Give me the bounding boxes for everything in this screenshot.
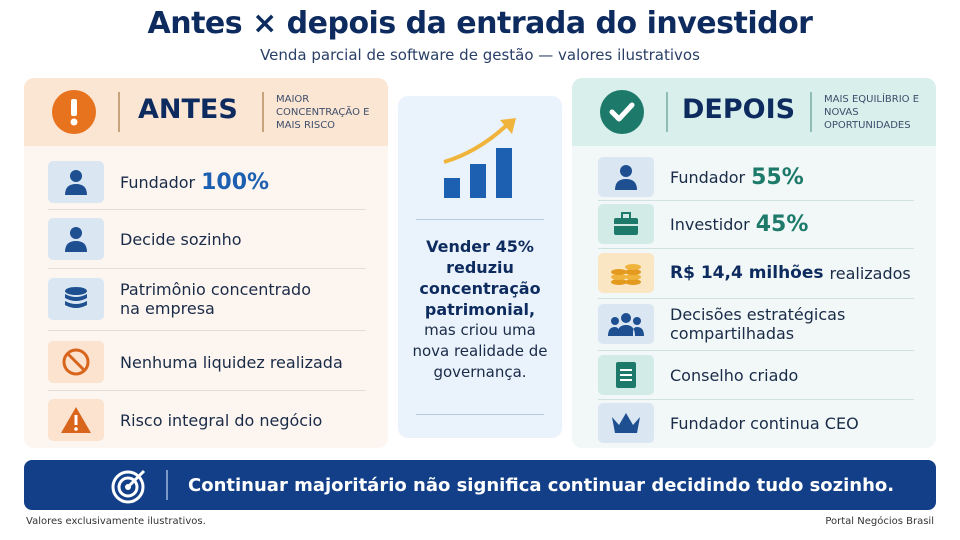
title: Antes × depois da entrada do investidor [147,6,813,41]
item-text: Decisões estratégicas compartilhadas [670,305,846,343]
item-highlight: 100% [201,169,270,195]
before-row: Fundador 100% [48,160,368,204]
after-note: Mais equilíbrio e novas oportunidades [824,94,920,131]
check-icon [600,90,644,134]
icon [598,304,654,344]
subtitle: Venda parcial de software de gestão — va… [260,46,700,64]
divider [666,92,668,132]
divider [810,92,812,132]
center-bold: Vender 45% reduziu concentração patrimon… [419,237,541,319]
before-row: Decide sozinho [48,217,368,261]
item-text: Risco integral do negócio [120,410,323,430]
banner-text: Continuar majoritário não significa cont… [188,474,895,496]
separator [416,219,544,220]
center-regular: mas criou uma nova realidade de governan… [412,321,548,381]
icon [48,218,104,260]
before-label: ANTES [138,94,238,125]
before-note: Maior concentração e mais risco [276,94,370,131]
divider [262,92,264,132]
item-highlight: 55% [751,164,804,190]
icon [48,161,104,203]
item-text: Patrimônio concentrado na empresa [120,280,311,318]
after-row: Fundador 55% [598,157,918,197]
separator [598,298,914,299]
separator [598,350,914,351]
before-row: Patrimônio concentrado na empresa [48,277,368,321]
icon [598,157,654,197]
item-text: Nenhuma liquidez realizada [120,352,343,372]
icon [598,355,654,395]
item-text: Investidor [670,214,750,234]
banner: Continuar majoritário não significa cont… [24,460,936,510]
divider [118,92,120,132]
target-icon [111,469,146,504]
icon [48,278,104,320]
separator [598,399,914,400]
growth-icon [443,118,516,198]
before-row: Risco integral do negócio [48,398,368,442]
separator [48,390,366,391]
separator [48,268,366,269]
item-text: Fundador [120,172,196,192]
center-text: Vender 45% reduziu concentração patrimon… [406,236,554,383]
item-text: Fundador continua CEO [670,413,859,433]
footer-right: Portal Negócios Brasil [825,516,934,527]
center-panel [398,96,562,438]
footer-left: Valores exclusivamente ilustrativos. [26,516,206,527]
separator [598,200,914,201]
icon [598,204,654,244]
icon [48,399,104,441]
alert-icon [52,90,96,134]
item-text: Decide sozinho [120,229,242,249]
icon [598,403,654,443]
after-row: Investidor 45% [598,204,918,244]
item-text: Conselho criado [670,365,799,385]
item-text: realizados [829,263,911,283]
after-row: Decisões estratégicas compartilhadas [598,304,918,344]
divider [166,470,168,500]
item-text: Fundador [670,167,746,187]
separator [48,330,366,331]
item-highlight: 45% [755,211,809,237]
item-highlight: R$ 14,4 milhões [670,263,824,283]
icon [48,341,104,383]
after-row: R$ 14,4 milhões realizados [598,253,918,293]
after-row: Fundador continua CEO [598,403,918,443]
separator [416,414,544,415]
icon [598,253,654,293]
separator [598,248,914,249]
after-row: Conselho criado [598,355,918,395]
after-label: DEPOIS [682,94,796,125]
separator [48,209,366,210]
before-row: Nenhuma liquidez realizada [48,340,368,384]
